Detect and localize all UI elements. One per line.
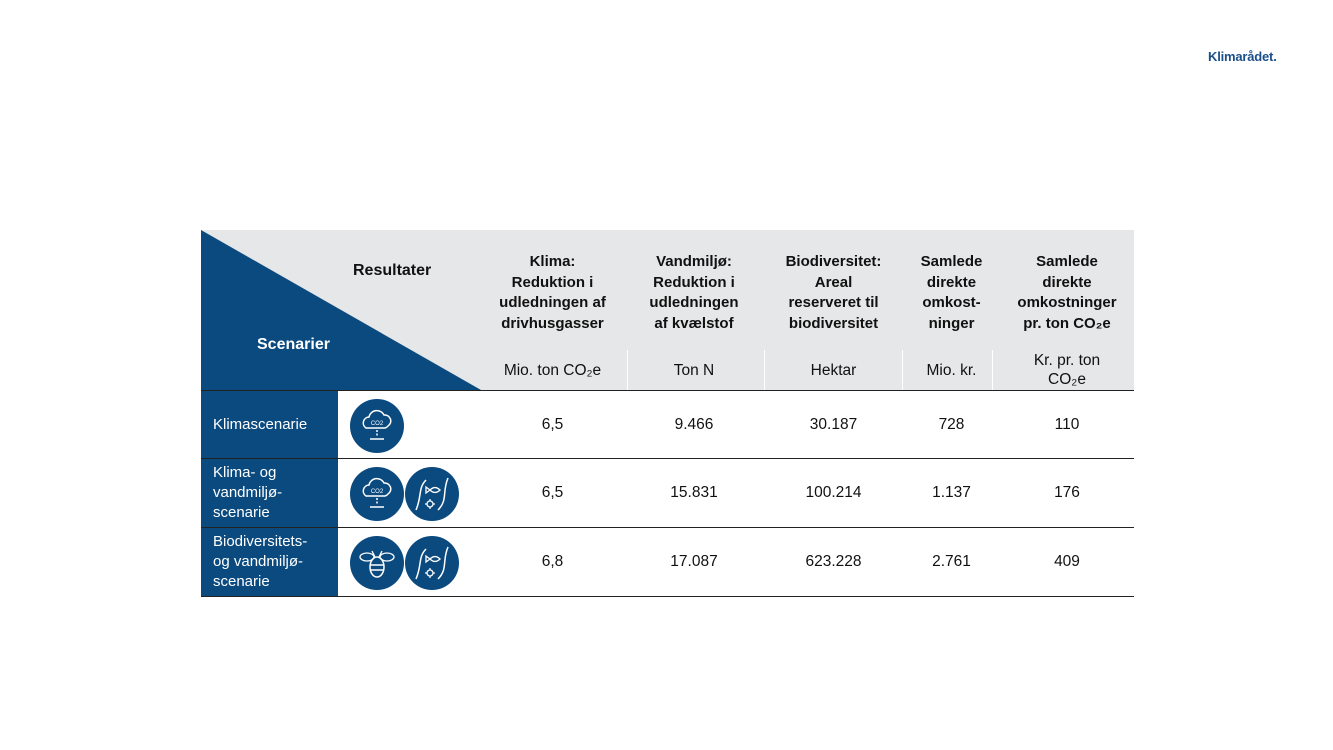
bee-icon (350, 536, 404, 590)
value-biodiversity: 30.187 (809, 415, 858, 433)
column-unit-cost-per-ton: Kr. pr. ton CO₂e (1033, 352, 1101, 388)
value-climate: 6,8 (541, 553, 564, 570)
unit-divider (764, 350, 765, 390)
column-unit-water: Ton N (673, 361, 715, 379)
unit-divider (627, 350, 628, 390)
table-row: Klimascenarie CO2 6,5 9.466 30.187 728 1… (201, 390, 1134, 459)
scenario-icons: CO2 (338, 391, 478, 458)
co2-cloud-icon: CO2 (350, 399, 404, 453)
column-unit-climate: Mio. ton CO₂e (503, 361, 602, 379)
scenario-icons (338, 528, 478, 596)
scenario-name: Klima- og vandmiljø- scenarie (201, 459, 338, 527)
column-title-cost-per-ton: Samlede direkte omkostninger pr. ton CO₂… (1017, 253, 1117, 332)
water-fish-icon (405, 536, 459, 590)
value-biodiversity: 100.214 (805, 484, 862, 501)
value-cost-per-ton: 409 (1054, 553, 1080, 570)
value-costs: 2.761 (932, 553, 971, 570)
scenario-name: Biodiversitets- og vandmiljø- scenarie (201, 528, 338, 596)
table-row: Biodiversitets- og vandmiljø- scenarie 6… (201, 528, 1134, 597)
value-climate: 6,5 (541, 484, 564, 501)
value-costs: 1.137 (932, 484, 971, 501)
co2-cloud-icon: CO2 (350, 467, 404, 521)
value-cost-per-ton: 110 (1054, 415, 1080, 433)
svg-text:CO2: CO2 (371, 421, 384, 427)
scenario-icons: CO2 (338, 459, 478, 527)
column-unit-biodiversity: Hektar (810, 361, 857, 379)
column-title-costs: Samlede direkte omkost- ninger (920, 253, 983, 332)
value-water: 9.466 (674, 415, 714, 433)
table-row: Klima- og vandmiljø- scenarie CO2 6,5 15… (201, 459, 1134, 528)
results-table: Scenarier Resultater Klima: Reduktion i … (201, 230, 1134, 597)
scenario-name: Klimascenarie (201, 391, 338, 458)
value-biodiversity: 623.228 (805, 553, 862, 570)
value-water: 15.831 (670, 484, 718, 501)
column-title-biodiversity: Biodiversitet: Areal reserveret til biod… (785, 253, 882, 332)
scenarios-label: Scenarier (257, 336, 330, 353)
svg-text:CO2: CO2 (371, 489, 384, 495)
unit-divider (992, 350, 993, 390)
unit-divider (902, 350, 903, 390)
header-diagonal-corner (201, 230, 481, 390)
value-water: 17.087 (670, 553, 718, 570)
results-label: Resultater (353, 262, 432, 279)
column-title-climate: Klima: Reduktion i udledningen af drivhu… (499, 253, 606, 332)
value-cost-per-ton: 176 (1054, 484, 1080, 501)
value-climate: 6,5 (541, 415, 564, 433)
water-fish-icon (405, 467, 459, 521)
brand-logo: Klimarådet. (1208, 49, 1277, 64)
column-unit-costs: Mio. kr. (926, 361, 977, 379)
value-costs: 728 (938, 415, 965, 433)
column-title-water: Vandmiljø: Reduktion i udledningen af kv… (649, 253, 739, 332)
